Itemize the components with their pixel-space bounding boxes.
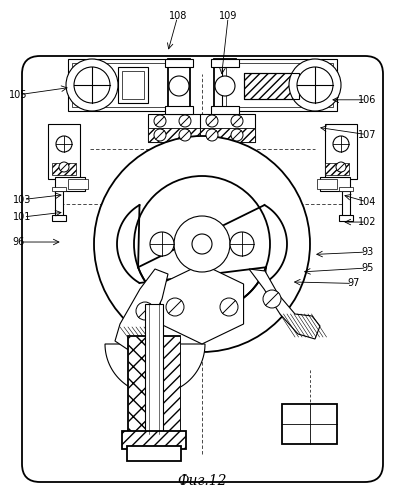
Bar — [68, 179, 88, 189]
Bar — [52, 187, 66, 191]
Bar — [148, 128, 203, 142]
Text: 93: 93 — [362, 247, 374, 257]
Bar — [122, 71, 144, 99]
Text: 101: 101 — [13, 212, 32, 222]
Bar — [342, 191, 350, 219]
Polygon shape — [249, 269, 320, 339]
Polygon shape — [105, 344, 205, 394]
Circle shape — [192, 234, 212, 254]
Circle shape — [179, 129, 191, 141]
Bar — [211, 59, 239, 67]
Circle shape — [154, 129, 166, 141]
FancyBboxPatch shape — [22, 56, 383, 482]
Circle shape — [66, 59, 118, 111]
Bar — [168, 59, 190, 114]
Bar — [52, 215, 66, 221]
Circle shape — [289, 59, 341, 111]
Bar — [211, 106, 239, 114]
Text: 109: 109 — [219, 11, 238, 21]
Bar — [222, 59, 337, 111]
Circle shape — [206, 115, 218, 127]
Circle shape — [56, 136, 72, 152]
Circle shape — [59, 162, 69, 172]
Bar — [339, 187, 353, 191]
Text: 104: 104 — [358, 197, 377, 207]
Bar — [200, 128, 255, 142]
Bar — [68, 59, 183, 111]
Circle shape — [220, 298, 238, 316]
Bar — [200, 114, 255, 142]
Bar — [145, 304, 163, 434]
Bar — [128, 336, 180, 434]
Circle shape — [169, 76, 189, 96]
Polygon shape — [115, 269, 168, 351]
Circle shape — [150, 232, 174, 256]
Circle shape — [94, 136, 310, 352]
Bar — [317, 179, 337, 189]
Circle shape — [230, 232, 254, 256]
Bar — [48, 124, 80, 179]
Circle shape — [154, 115, 166, 127]
Text: 95: 95 — [362, 263, 374, 273]
Text: 97: 97 — [347, 278, 360, 288]
Bar — [165, 106, 193, 114]
Circle shape — [263, 290, 281, 308]
Circle shape — [297, 67, 333, 103]
Text: 103: 103 — [13, 195, 32, 205]
Bar — [118, 67, 148, 103]
Bar — [127, 446, 181, 461]
Text: Фиг.12: Фиг.12 — [177, 474, 227, 488]
Bar — [325, 124, 357, 179]
Circle shape — [166, 298, 184, 316]
Bar — [72, 63, 179, 107]
Text: 106: 106 — [358, 95, 377, 105]
Circle shape — [134, 176, 270, 312]
Bar — [320, 177, 350, 191]
Bar — [55, 177, 85, 191]
Bar — [282, 404, 337, 444]
Bar — [244, 73, 299, 99]
Text: 107: 107 — [358, 130, 377, 140]
Circle shape — [336, 162, 346, 172]
Bar — [165, 59, 193, 67]
Bar — [55, 191, 63, 219]
Circle shape — [333, 136, 349, 152]
Text: 96: 96 — [12, 237, 24, 247]
Bar — [325, 163, 349, 175]
Bar — [214, 59, 236, 114]
Circle shape — [215, 76, 235, 96]
Circle shape — [231, 129, 243, 141]
Bar — [244, 73, 299, 99]
Bar — [148, 114, 203, 142]
Bar — [339, 215, 353, 221]
Bar — [52, 163, 76, 175]
Bar — [128, 336, 150, 434]
Bar — [122, 431, 186, 449]
Text: 102: 102 — [358, 217, 377, 227]
Circle shape — [174, 216, 230, 272]
Bar — [158, 336, 180, 434]
Circle shape — [231, 115, 243, 127]
Bar — [226, 63, 333, 107]
Polygon shape — [160, 264, 244, 344]
Text: 108: 108 — [168, 11, 187, 21]
Circle shape — [74, 67, 110, 103]
Circle shape — [206, 129, 218, 141]
Circle shape — [179, 115, 191, 127]
Circle shape — [136, 302, 154, 320]
Text: 105: 105 — [9, 90, 27, 100]
